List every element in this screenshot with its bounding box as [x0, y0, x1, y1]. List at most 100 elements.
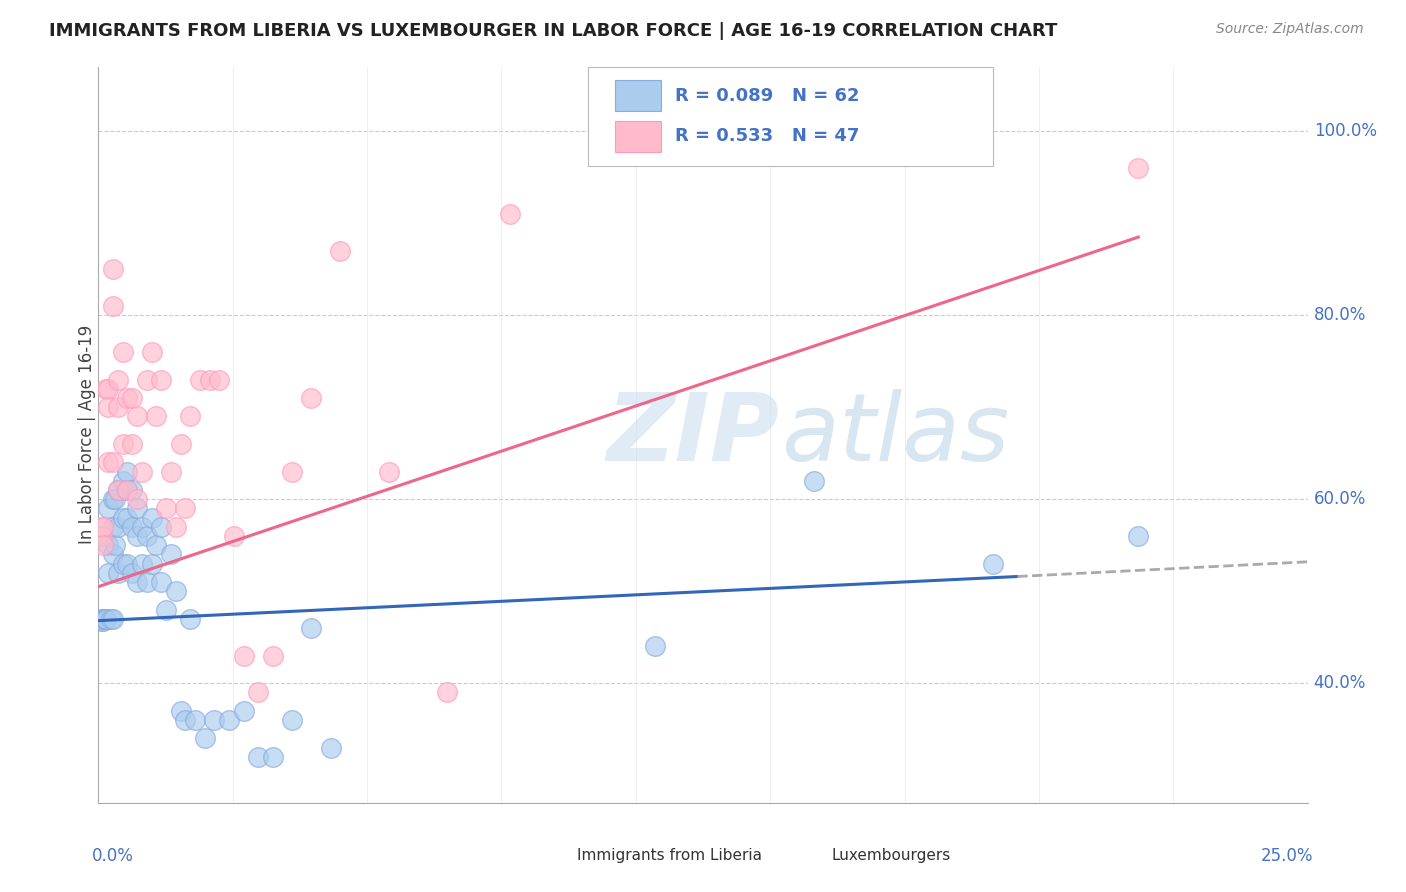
Point	[222, 529, 245, 543]
Text: 100.0%: 100.0%	[1313, 122, 1376, 140]
Text: 40.0%: 40.0%	[1313, 674, 1367, 692]
Point	[94, 382, 117, 396]
Point	[141, 557, 163, 571]
FancyBboxPatch shape	[546, 841, 572, 869]
Point	[117, 483, 139, 497]
Point	[111, 345, 134, 359]
Point	[91, 612, 114, 626]
Point	[436, 685, 458, 699]
Point	[319, 740, 342, 755]
Point	[299, 621, 322, 635]
Point	[127, 529, 149, 543]
Point	[101, 299, 124, 313]
Point	[97, 382, 120, 396]
Point	[1128, 161, 1150, 175]
Point	[93, 612, 115, 626]
Point	[160, 548, 183, 562]
Y-axis label: In Labor Force | Age 16-19: In Labor Force | Age 16-19	[79, 326, 96, 544]
Point	[169, 437, 191, 451]
Point	[107, 483, 129, 497]
Point	[117, 465, 139, 479]
Point	[121, 391, 143, 405]
Point	[97, 538, 120, 552]
Point	[100, 612, 122, 626]
Text: 60.0%: 60.0%	[1313, 491, 1367, 508]
Point	[165, 584, 187, 599]
Point	[111, 474, 134, 488]
Point	[174, 501, 197, 516]
FancyBboxPatch shape	[800, 841, 827, 869]
Point	[104, 538, 127, 552]
Text: R = 0.533   N = 47: R = 0.533 N = 47	[675, 127, 859, 145]
Point	[111, 510, 134, 524]
Point	[91, 529, 114, 543]
Point	[127, 574, 149, 589]
Point	[111, 437, 134, 451]
Point	[377, 465, 399, 479]
Point	[803, 474, 825, 488]
Text: atlas: atlas	[782, 389, 1010, 481]
Point	[184, 713, 207, 727]
Text: Immigrants from Liberia: Immigrants from Liberia	[578, 847, 762, 863]
Point	[160, 465, 183, 479]
Point	[117, 483, 139, 497]
Point	[101, 520, 124, 534]
Text: 80.0%: 80.0%	[1313, 306, 1367, 325]
Point	[97, 455, 120, 469]
Point	[141, 510, 163, 524]
Point	[131, 465, 153, 479]
Point	[247, 685, 270, 699]
Point	[121, 437, 143, 451]
Text: R = 0.089   N = 62: R = 0.089 N = 62	[675, 87, 859, 104]
Point	[262, 648, 284, 663]
Point	[165, 520, 187, 534]
Point	[281, 465, 304, 479]
Point	[101, 612, 124, 626]
Point	[198, 373, 221, 387]
Point	[169, 704, 191, 718]
Point	[204, 713, 226, 727]
Point	[107, 566, 129, 580]
Point	[188, 373, 211, 387]
Point	[155, 501, 177, 516]
Point	[150, 373, 173, 387]
Point	[262, 749, 284, 764]
Point	[135, 529, 157, 543]
FancyBboxPatch shape	[588, 67, 993, 166]
Point	[97, 401, 120, 415]
Point	[150, 520, 173, 534]
Point	[141, 345, 163, 359]
Point	[94, 612, 117, 626]
Point	[97, 501, 120, 516]
Text: 0.0%: 0.0%	[93, 847, 134, 865]
Point	[107, 520, 129, 534]
Point	[101, 455, 124, 469]
Point	[107, 373, 129, 387]
Point	[91, 612, 114, 626]
FancyBboxPatch shape	[614, 80, 661, 111]
Point	[94, 612, 117, 626]
Point	[121, 483, 143, 497]
Point	[194, 731, 217, 746]
Point	[117, 510, 139, 524]
Point	[232, 648, 254, 663]
Point	[179, 409, 201, 424]
FancyBboxPatch shape	[614, 120, 661, 152]
Text: Luxembourgers: Luxembourgers	[831, 847, 950, 863]
Point	[121, 566, 143, 580]
Point	[131, 520, 153, 534]
Text: Source: ZipAtlas.com: Source: ZipAtlas.com	[1216, 22, 1364, 37]
Point	[247, 749, 270, 764]
Point	[155, 602, 177, 616]
Text: ZIP: ZIP	[606, 389, 779, 481]
Point	[644, 640, 666, 654]
Point	[329, 244, 352, 258]
Point	[91, 614, 114, 628]
Point	[101, 492, 124, 507]
Text: IMMIGRANTS FROM LIBERIA VS LUXEMBOURGER IN LABOR FORCE | AGE 16-19 CORRELATION C: IMMIGRANTS FROM LIBERIA VS LUXEMBOURGER …	[49, 22, 1057, 40]
Point	[299, 391, 322, 405]
Point	[111, 557, 134, 571]
Point	[117, 391, 139, 405]
Point	[1128, 529, 1150, 543]
Point	[131, 557, 153, 571]
